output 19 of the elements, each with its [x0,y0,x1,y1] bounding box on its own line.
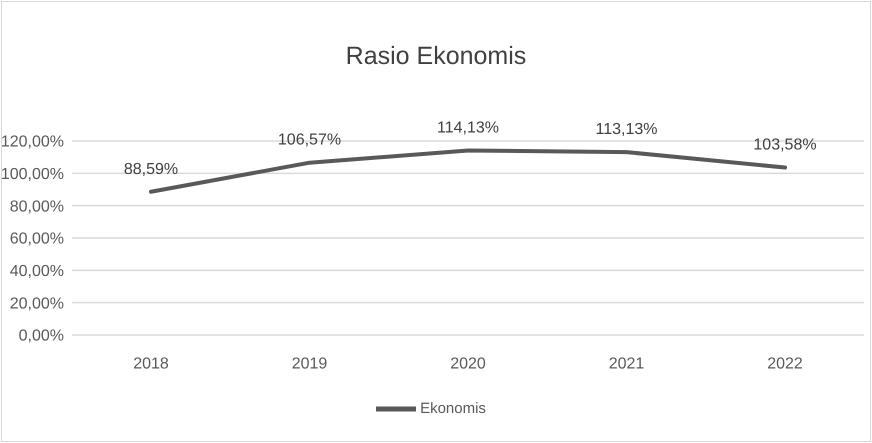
y-tick-label: 0,00% [18,328,64,345]
data-label: 113,13% [596,121,658,138]
y-tick-label: 80,00% [10,198,64,216]
x-tick-label: 2021 [608,355,644,372]
y-tick-label: 40,00% [10,263,64,280]
y-tick-label: 100,00% [0,166,64,184]
chart-title: Rasio Ekonomis [344,42,528,71]
y-tick-label: 60,00% [10,230,64,248]
x-tick-label: 2019 [292,355,328,372]
x-tick-label: 2020 [450,355,486,372]
legend-label: Ekonomis [420,400,486,417]
data-label: 114,13% [437,119,499,136]
data-label: 88,59% [124,160,178,178]
data-label: 106,57% [278,132,342,149]
x-tick-label: 2022 [767,355,803,372]
y-tick-label: 20,00% [10,295,64,312]
x-tick-label: 2018 [133,355,169,372]
y-tick-label: 120,00% [0,134,64,151]
data-label: 103,58% [753,136,817,154]
